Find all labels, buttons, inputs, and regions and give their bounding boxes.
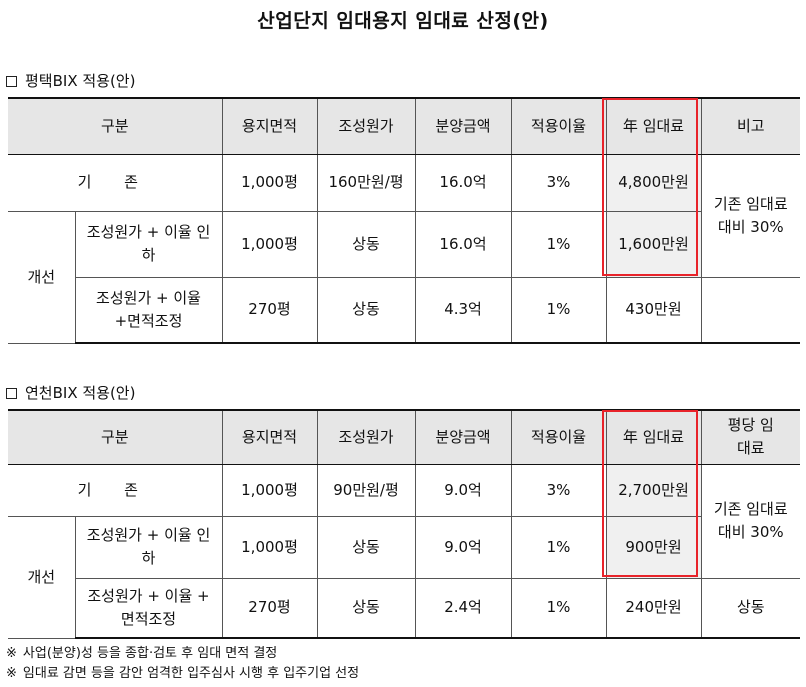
cell-rent: 430만원	[605, 276, 702, 344]
cell-note: 기존 임대료 대비 30%	[700, 463, 801, 579]
note-mark: ※	[6, 646, 17, 661]
cell-area: 270평	[221, 276, 318, 344]
cell-sale: 4.3억	[414, 276, 512, 344]
table-row-improved: 개선 조성원가 + 이율 인하 1,000평 상동 16.0억 1% 1,600…	[8, 210, 800, 344]
checkbox-icon	[6, 76, 17, 87]
cell-sale: 9.0억	[414, 463, 512, 517]
table-header-row: 구분 용지면적 조성원가 분양금액 적용이율 年 임대료 평당 임대료	[8, 409, 801, 465]
cell-sale: 16.0억	[414, 210, 512, 278]
cell-cost: 160만원/평	[316, 153, 416, 212]
section-title-text: 평택BIX 적용(안)	[25, 72, 136, 90]
table-row-base: 기 존 1,000평 160만원/평 16.0억 3% 4,800만원 기존 임…	[8, 153, 801, 278]
cell-sale: 16.0억	[414, 153, 512, 212]
table-row-base: 기 존 1,000평 90만원/평 9.0억 3% 2,700만원 기존 임대료…	[8, 463, 801, 579]
row-label: 조성원가 + 이율 + 면적조정	[75, 577, 223, 639]
cell-cost: 상동	[316, 577, 416, 639]
document-title: 산업단지 임대용지 임대료 산정(안)	[257, 10, 549, 32]
section-title-pyeongtaek: 평택BIX 적용(안)	[6, 70, 135, 91]
row-label: 기 존	[8, 153, 223, 212]
cell-cost: 상동	[316, 210, 416, 278]
cell-rent: 2,700만원	[605, 463, 702, 517]
header-rate: 적용이율	[510, 97, 607, 155]
cell-cost: 상동	[316, 515, 416, 579]
cell-area: 270평	[221, 577, 318, 639]
cell-cost: 상동	[316, 276, 416, 344]
note-mark: ※	[6, 666, 17, 681]
table-row-improved: 개선 조성원가 + 이율 인하 1,000평 상동 9.0억 1% 900만원	[8, 515, 800, 639]
cell-rate: 3%	[510, 153, 607, 212]
footnote-text: 사업(분양)성 등을 종합·검토 후 임대 면적 결정	[22, 646, 278, 661]
header-sale: 분양금액	[414, 409, 512, 465]
table-header-row: 구분 용지면적 조성원가 분양금액 적용이율 年 임대료 비고	[8, 97, 801, 155]
header-cost: 조성원가	[316, 97, 416, 155]
section-title-yeoncheon: 연천BIX 적용(안)	[6, 382, 135, 403]
cell-rate: 1%	[510, 210, 607, 278]
section-title-text: 연천BIX 적용(안)	[25, 384, 136, 402]
rent-table-pyeongtaek: 구분 용지면적 조성원가 분양금액 적용이율 年 임대료 비고 기 존 1,00…	[8, 97, 801, 344]
footnotes: ※ 사업(분양)성 등을 종합·검토 후 임대 면적 결정 ※ 임대료 감면 등을 …	[6, 644, 359, 684]
rent-table-yeoncheon: 구분 용지면적 조성원가 분양금액 적용이율 年 임대료 평당 임대료 기 존 …	[8, 409, 801, 639]
cell-note: 상동	[700, 577, 801, 639]
cell-area: 1,000평	[221, 153, 318, 212]
header-area: 용지면적	[221, 409, 318, 465]
row-label: 기 존	[8, 463, 223, 517]
cell-rent: 900만원	[605, 515, 702, 579]
footnote-item: ※ 사업(분양)성 등을 종합·검토 후 임대 면적 결정	[6, 644, 359, 664]
cell-area: 1,000평	[221, 463, 318, 517]
header-cost: 조성원가	[316, 409, 416, 465]
cell-note: 기존 임대료 대비 30%	[700, 153, 801, 278]
cell-rent: 1,600만원	[605, 210, 702, 278]
header-category: 구분	[8, 409, 223, 465]
cell-area: 1,000평	[221, 210, 318, 278]
header-rent: 年 임대료	[605, 409, 702, 465]
cell-rate: 1%	[510, 515, 607, 579]
cell-sale: 2.4억	[414, 577, 512, 639]
header-category: 구분	[8, 97, 223, 155]
row-label: 조성원가 + 이율 인하	[74, 515, 223, 579]
header-rent: 年 임대료	[605, 97, 702, 155]
group-label: 개선	[8, 515, 76, 639]
group-label: 개선	[8, 210, 76, 344]
cell-rent: 4,800만원	[605, 153, 702, 212]
cell-cost: 90만원/평	[316, 463, 416, 517]
cell-area: 1,000평	[221, 515, 318, 579]
header-area: 용지면적	[221, 97, 318, 155]
table-row-adjusted: 조성원가 + 이율 +면적조정 270평 상동 4.3억 1% 430만원	[8, 276, 801, 344]
header-sale: 분양금액	[414, 97, 512, 155]
header-note: 비고	[700, 97, 801, 155]
cell-sale: 9.0억	[414, 515, 512, 579]
row-label: 조성원가 + 이율 인하	[74, 210, 223, 278]
checkbox-icon	[6, 388, 17, 399]
header-rate: 적용이율	[510, 409, 607, 465]
cell-rate: 1%	[510, 276, 607, 344]
header-rent-per-pyeong: 평당 임대료	[700, 409, 801, 465]
cell-rate: 3%	[510, 463, 607, 517]
footnote-text: 임대료 감면 등을 감안 엄격한 입주심사 시행 후 입주기업 선정	[22, 666, 360, 681]
row-label: 조성원가 + 이율 +면적조정	[75, 276, 223, 344]
footnote-item: ※ 임대료 감면 등을 감안 엄격한 입주심사 시행 후 입주기업 선정	[6, 664, 359, 684]
cell-rate: 1%	[510, 577, 607, 639]
cell-note-empty	[700, 276, 801, 344]
table-row-adjusted: 조성원가 + 이율 + 면적조정 270평 상동 2.4억 1% 240만원 상…	[8, 577, 801, 639]
cell-rent: 240만원	[605, 577, 702, 639]
